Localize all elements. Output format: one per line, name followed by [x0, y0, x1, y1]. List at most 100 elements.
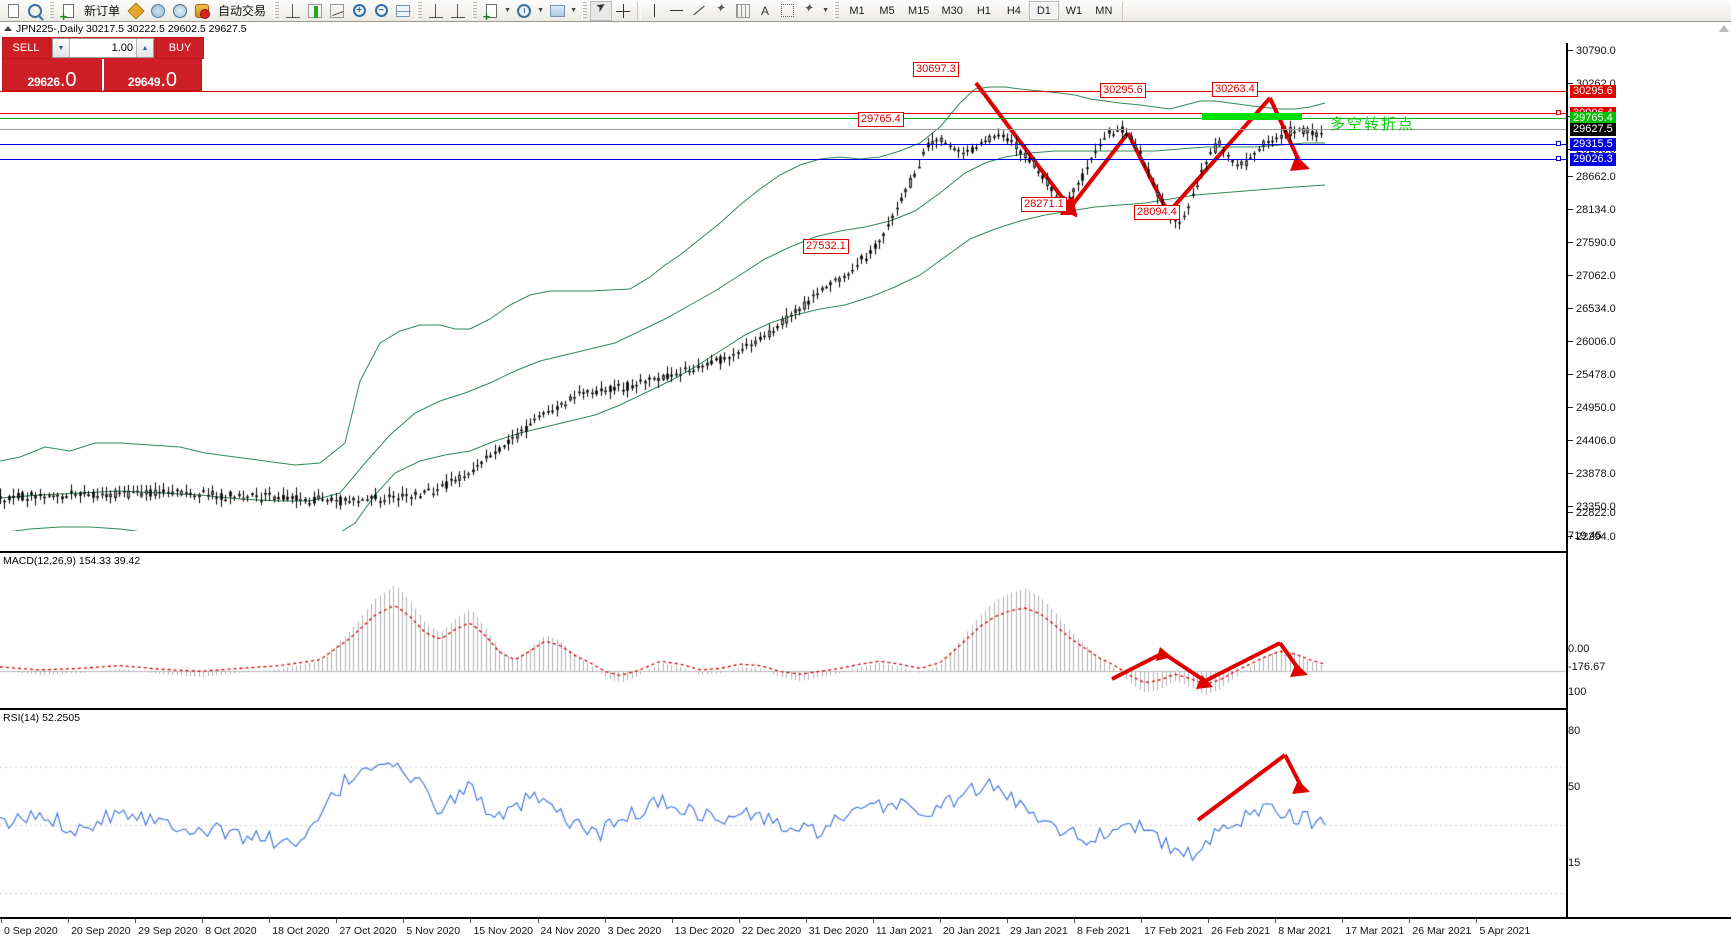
- level-line-29026[interactable]: [0, 159, 1566, 160]
- add-indicator-icon[interactable]: [480, 1, 502, 22]
- zoom-out-icon[interactable]: −: [370, 1, 392, 21]
- level-tag-28271[interactable]: 28271.1: [1021, 197, 1067, 212]
- volume-stepper[interactable]: ▼ 1.00 ▲: [52, 38, 154, 58]
- timeframe-m1[interactable]: M1: [849, 4, 865, 17]
- level-line-29315[interactable]: [0, 144, 1566, 145]
- level-tag-28094[interactable]: 28094.4: [1134, 205, 1180, 220]
- time-axis-grip: [269, 919, 271, 923]
- level-handle-30006[interactable]: [1556, 110, 1561, 115]
- sell-button[interactable]: SELL: [2, 37, 50, 59]
- buy-price[interactable]: 29649.0: [102, 59, 202, 91]
- xtick-6: 5 Nov 2020: [406, 925, 461, 937]
- line-chart-icon[interactable]: [326, 1, 348, 21]
- trend-line-icon[interactable]: [688, 1, 710, 21]
- xtick-2: 29 Sep 2020: [138, 925, 198, 937]
- volume-decrease-icon[interactable]: ▼: [53, 39, 70, 57]
- xtick-18: 26 Feb 2021: [1211, 925, 1271, 937]
- zoom-in-icon[interactable]: +: [348, 1, 370, 21]
- diamond-icon[interactable]: [125, 1, 147, 21]
- timeframe-m15[interactable]: M15: [908, 4, 930, 17]
- period-chevron-down-icon[interactable]: ▼: [537, 7, 544, 14]
- level-tag-27532[interactable]: 27532.1: [803, 239, 849, 254]
- grid-icon[interactable]: [392, 1, 414, 21]
- macd-ytick-bottom: -176.67: [1568, 661, 1606, 673]
- xtick-3: 8 Oct 2020: [205, 925, 257, 937]
- level-handle-29315[interactable]: [1556, 141, 1561, 146]
- level-tag-29765[interactable]: 29765.4: [858, 112, 904, 127]
- ytick-4: 28662.0: [1568, 171, 1616, 183]
- toolbar-grip-6[interactable]: [834, 1, 840, 20]
- shift-start-icon[interactable]: [425, 1, 447, 21]
- ytick-15: 22822.0: [1568, 507, 1616, 519]
- equidistant-channel-icon[interactable]: [710, 1, 732, 21]
- candlestick-chart-icon[interactable]: [304, 1, 326, 21]
- level-tag-30295[interactable]: 30295.6: [1100, 83, 1146, 98]
- document-icon[interactable]: [2, 1, 24, 21]
- cursor-icon[interactable]: [590, 0, 613, 21]
- chart-window[interactable]: JPN225-,Daily 30217.5 30222.5 29602.5 29…: [0, 22, 1731, 940]
- highlight-block[interactable]: [1202, 113, 1302, 120]
- timeframe-h1[interactable]: H1: [976, 4, 991, 17]
- search-chart-icon[interactable]: [24, 1, 46, 21]
- timeframe-h4[interactable]: H4: [1006, 4, 1021, 17]
- price-label-29315[interactable]: 29315.5: [1570, 138, 1616, 151]
- level-line-29765[interactable]: [0, 118, 1566, 119]
- templates-icon[interactable]: [546, 1, 568, 21]
- toolbar-grip-3[interactable]: [417, 1, 423, 20]
- rsi-pane[interactable]: RSI(14) 52.2505: [0, 708, 1566, 940]
- vertical-line-icon[interactable]: [644, 1, 666, 21]
- price-label-29765[interactable]: 29765.4: [1570, 112, 1616, 125]
- shapes-icon[interactable]: [798, 1, 820, 21]
- time-axis[interactable]: 0 Sep 2020 20 Sep 2020 29 Sep 2020 8 Oct 20…: [0, 917, 1731, 940]
- globe-icon[interactable]: [147, 1, 169, 21]
- new-order-icon[interactable]: [57, 1, 79, 22]
- auto-trading-label[interactable]: 自动交易: [218, 4, 267, 18]
- timeframe-d1[interactable]: D1: [1028, 1, 1059, 20]
- volume-value[interactable]: 1.00: [111, 42, 133, 54]
- shapes-chevron-down-icon[interactable]: ▼: [822, 7, 829, 14]
- toolbar-grip-2[interactable]: [274, 1, 280, 20]
- auto-trading-icon[interactable]: [191, 1, 213, 21]
- timeframe-w1[interactable]: W1: [1065, 4, 1083, 17]
- rsi-ytick-100: 100: [1568, 686, 1587, 698]
- toolbar-grip-5[interactable]: [582, 1, 588, 20]
- timeframe-mn[interactable]: MN: [1095, 4, 1113, 17]
- level-line-30295[interactable]: [0, 91, 1566, 92]
- one-click-trading-panel[interactable]: SELL ▼ 1.00 ▲ BUY 29626.0 29649.0: [2, 37, 204, 91]
- templates-chevron-down-icon[interactable]: ▼: [570, 7, 577, 14]
- bar-chart-icon[interactable]: [282, 1, 304, 21]
- level-tag-30263[interactable]: 30263.4: [1212, 82, 1258, 97]
- fibonacci-icon[interactable]: [732, 1, 754, 21]
- text-label-icon[interactable]: [776, 1, 798, 21]
- scroll-up-icon[interactable]: [1719, 25, 1729, 32]
- horizontal-line-icon[interactable]: [666, 1, 688, 21]
- price-axis[interactable]: 30790.0 30262.0 29734.0 29206.0 28662.0 …: [1566, 43, 1731, 940]
- period-icon[interactable]: [513, 1, 535, 21]
- time-axis-grip: [336, 919, 338, 923]
- price-label-30295[interactable]: 30295.6: [1570, 85, 1616, 98]
- one-click-price-row: 29626.0 29649.0: [2, 59, 204, 91]
- level-tag-30697[interactable]: 30697.3: [913, 62, 959, 77]
- new-order-label[interactable]: 新订单: [84, 4, 121, 18]
- level-line-30006[interactable]: [0, 113, 1566, 114]
- signal-icon[interactable]: [169, 1, 191, 21]
- time-axis-grip: [1342, 919, 1344, 923]
- toolbar-grip[interactable]: [49, 1, 54, 20]
- buy-button[interactable]: BUY: [156, 37, 204, 59]
- sell-price[interactable]: 29626.0: [2, 59, 102, 91]
- price-label-29026[interactable]: 29026.3: [1570, 153, 1616, 166]
- collapse-triangle-icon[interactable]: [4, 26, 12, 31]
- shift-end-icon[interactable]: [447, 1, 469, 21]
- toolbar-grip-4[interactable]: [472, 1, 478, 20]
- timeframe-m5[interactable]: M5: [879, 4, 895, 17]
- chinese-annotation[interactable]: 多空转折点: [1330, 115, 1416, 133]
- price-pane[interactable]: 30697.3 30295.6 30263.4 29765.4 28271.1 …: [0, 43, 1566, 531]
- text-icon[interactable]: A: [761, 3, 770, 18]
- timeframe-m30[interactable]: M30: [941, 4, 963, 17]
- crosshair-icon[interactable]: [612, 1, 634, 21]
- ytick-13: 23878.0: [1568, 468, 1616, 480]
- add-indicator-chevron-down-icon[interactable]: ▼: [504, 7, 511, 14]
- volume-increase-icon[interactable]: ▲: [136, 39, 153, 57]
- macd-pane[interactable]: MACD(12,26,9) 154.33 39.42: [0, 551, 1566, 706]
- level-handle-29026[interactable]: [1556, 156, 1561, 161]
